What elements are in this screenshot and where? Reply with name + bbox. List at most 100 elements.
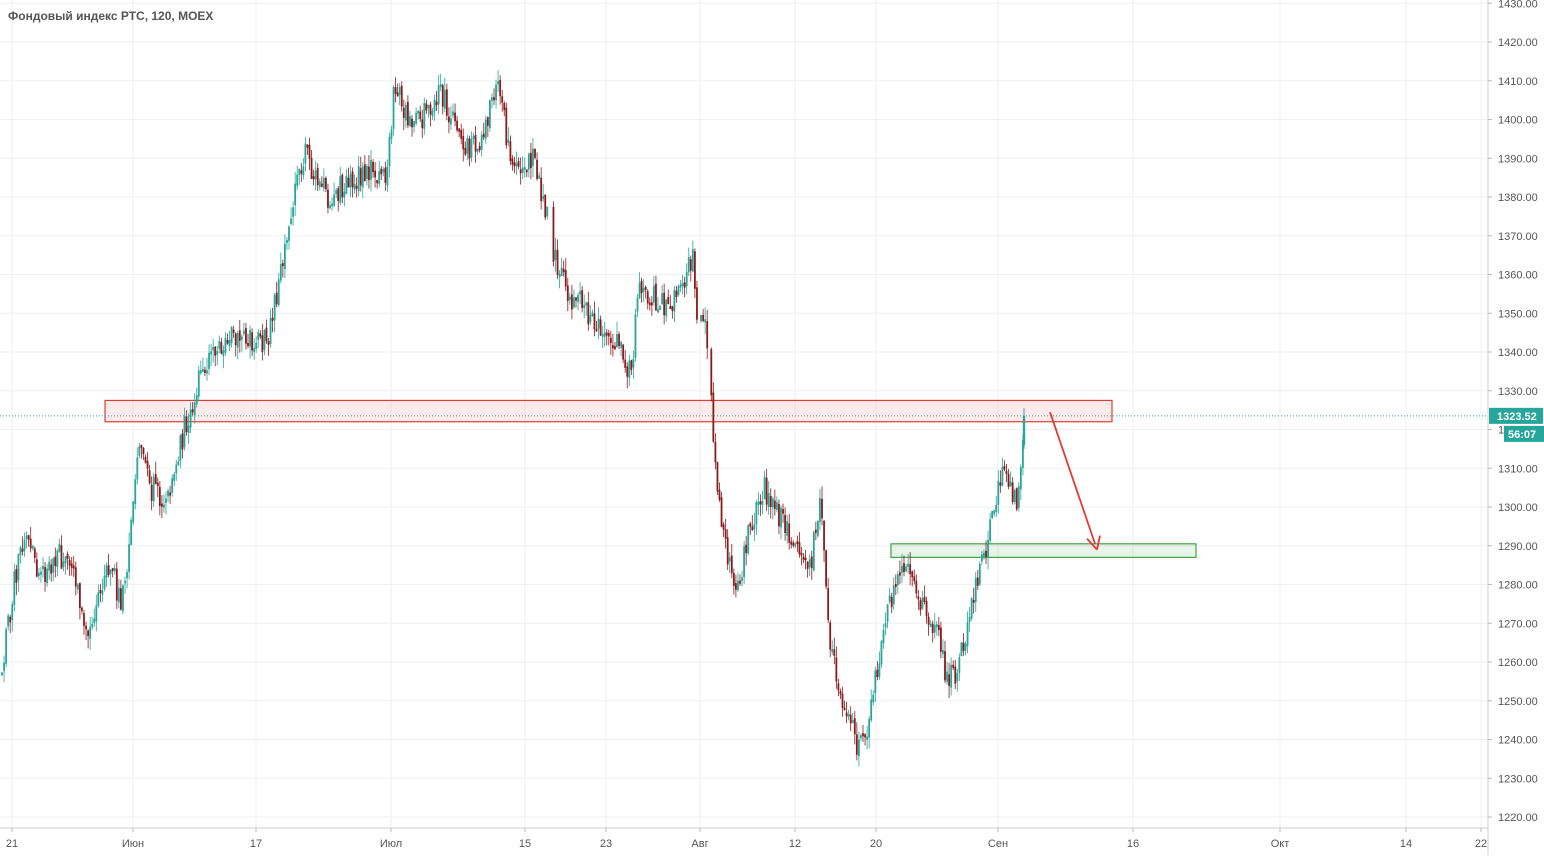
candle-up bbox=[230, 325, 233, 348]
candle-up bbox=[620, 340, 622, 357]
candle-body bbox=[46, 568, 48, 584]
candle-body bbox=[333, 194, 335, 206]
candle-body bbox=[536, 159, 538, 179]
candle-up bbox=[175, 460, 178, 481]
candle-up bbox=[101, 578, 104, 603]
candle-body bbox=[234, 333, 237, 346]
candle-body bbox=[612, 345, 614, 349]
candle-body bbox=[720, 497, 723, 527]
candle-up bbox=[128, 532, 130, 580]
candle-down bbox=[712, 382, 715, 444]
price-tick-label: 1330.00 bbox=[1498, 386, 1538, 398]
candle-up bbox=[743, 540, 745, 585]
price-tick-label: 1370.00 bbox=[1498, 231, 1538, 243]
candle-down bbox=[300, 162, 303, 183]
candle-body bbox=[546, 206, 549, 217]
candle-down bbox=[66, 551, 69, 570]
candle-body bbox=[958, 657, 961, 673]
price-axis[interactable]: 1220.00 1230.00 1240.00 1250.00 1260.00 1270.… bbox=[1487, 0, 1544, 855]
candle-down bbox=[784, 507, 786, 541]
candle-body bbox=[743, 546, 745, 578]
candle-body bbox=[202, 368, 204, 372]
candle-up bbox=[64, 555, 67, 575]
candle-up bbox=[386, 159, 389, 192]
candle-up bbox=[113, 563, 116, 575]
candle-body bbox=[712, 392, 715, 442]
candle-body bbox=[87, 630, 89, 637]
candle-up bbox=[966, 611, 969, 654]
candle-body bbox=[165, 498, 167, 503]
candle-down bbox=[612, 333, 614, 357]
candle-body bbox=[829, 622, 832, 650]
candle-body bbox=[530, 152, 532, 169]
candle-down bbox=[669, 295, 672, 310]
candle-up bbox=[484, 115, 487, 144]
last-price-badge: 1323.52 bbox=[1489, 407, 1543, 424]
candle-body bbox=[757, 501, 760, 505]
candle-body bbox=[669, 305, 672, 309]
candle-up bbox=[269, 308, 272, 348]
candle-body bbox=[956, 673, 959, 682]
candle-up bbox=[872, 690, 875, 706]
candle-body bbox=[628, 360, 631, 379]
candle-body bbox=[105, 565, 108, 578]
candle-down bbox=[468, 135, 471, 167]
candle-body bbox=[163, 504, 165, 508]
candle-body bbox=[27, 535, 30, 540]
candle-body bbox=[115, 568, 118, 601]
candle-body bbox=[273, 294, 276, 321]
candle-body bbox=[122, 585, 124, 612]
candle-body bbox=[480, 134, 483, 150]
candle-body bbox=[97, 592, 100, 606]
candle-body bbox=[1015, 488, 1018, 510]
candle-body bbox=[50, 564, 53, 574]
candle-down bbox=[644, 285, 647, 299]
candle-body bbox=[386, 166, 389, 186]
candle-body bbox=[761, 501, 764, 506]
candle-down bbox=[68, 556, 71, 576]
candle-up bbox=[870, 689, 873, 723]
candle-body bbox=[632, 358, 635, 368]
candle-up bbox=[437, 75, 440, 115]
candle-body bbox=[620, 342, 622, 348]
candle-down bbox=[909, 552, 912, 586]
time-axis[interactable]: 21 Июн 17 Июл 15 23 Авг 12 20 Сен 16 Окт 14 22 bbox=[0, 827, 1488, 850]
candle-body bbox=[706, 321, 709, 349]
candle-body bbox=[146, 460, 149, 469]
candle-body bbox=[640, 280, 643, 294]
candle-down bbox=[710, 347, 713, 402]
candle-up bbox=[794, 542, 797, 549]
candle-up bbox=[132, 501, 135, 526]
candle-body bbox=[1, 672, 3, 676]
candle-down bbox=[259, 330, 262, 340]
candle-body bbox=[976, 577, 979, 586]
candle-body bbox=[161, 503, 163, 507]
candle-up bbox=[601, 325, 604, 349]
candle-up bbox=[279, 252, 282, 284]
candle-down bbox=[940, 621, 942, 659]
candle-body bbox=[505, 107, 508, 146]
price-tick-label: 1260.00 bbox=[1498, 657, 1538, 669]
candle-body bbox=[907, 563, 909, 567]
candle-down bbox=[814, 521, 817, 541]
time-tick-label: Июл bbox=[380, 838, 402, 850]
candle-body bbox=[915, 580, 918, 594]
candle-down bbox=[792, 540, 795, 548]
candle-body bbox=[204, 369, 206, 374]
candle-up bbox=[382, 166, 385, 177]
candle-up bbox=[339, 166, 342, 206]
candle-down bbox=[899, 560, 901, 585]
candle-body bbox=[454, 112, 456, 122]
candle-body bbox=[218, 341, 221, 349]
candle-up bbox=[343, 183, 346, 207]
candle-up bbox=[345, 169, 348, 195]
candle-body bbox=[937, 625, 940, 631]
candle-body bbox=[782, 509, 784, 514]
candle-down bbox=[35, 552, 38, 578]
candle-body bbox=[730, 555, 733, 574]
candle-down bbox=[33, 546, 36, 564]
candle-up bbox=[753, 512, 756, 542]
candle-up bbox=[589, 305, 592, 326]
